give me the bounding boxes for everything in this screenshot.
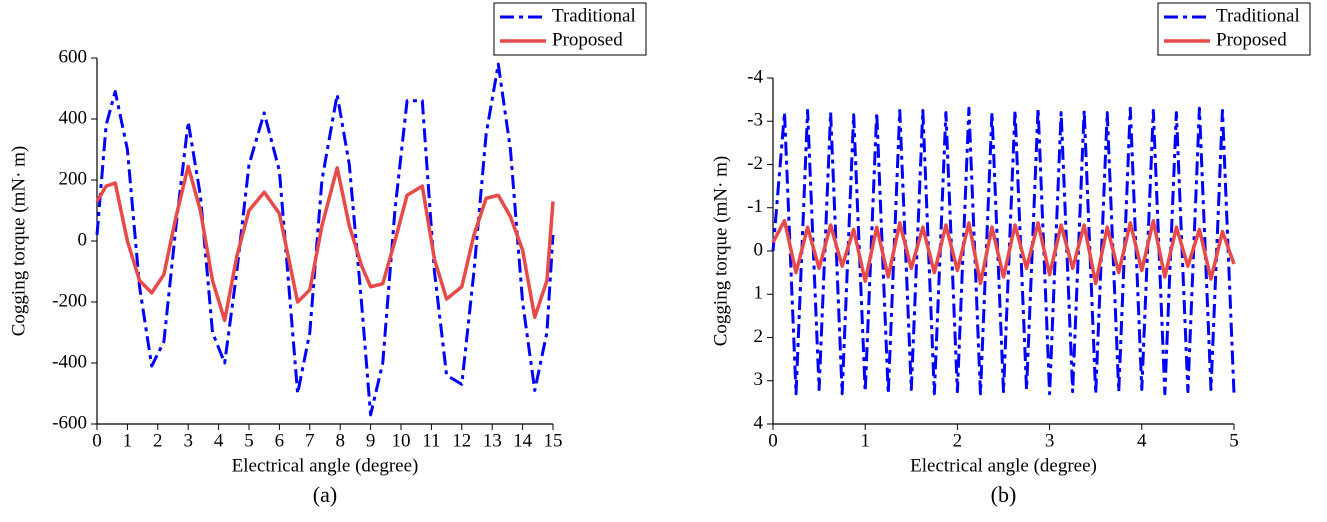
- subplot: 0 1 2 3 4 5 -4 -3 -2 -1 0 1 2 3 4 Electrical angle (deg…: [710, 2, 1311, 507]
- legend-label: Traditional: [1216, 5, 1300, 26]
- x-tick-label: 13: [483, 430, 502, 451]
- legend-box: [493, 2, 647, 56]
- x-tick-label: 8: [335, 430, 345, 451]
- x-tick-label: 1: [860, 430, 870, 451]
- y-axis-label: Cogging torque (mN· m): [710, 156, 731, 347]
- y-tick-label: -4: [747, 66, 763, 87]
- caption: (b): [991, 482, 1017, 507]
- series-line: [95, 164, 555, 323]
- y-tick-label: 600: [59, 46, 88, 67]
- y-tick-label: -1: [747, 196, 763, 217]
- y-axis-label: Cogging torque (mN· m): [8, 146, 29, 337]
- x-tick-label: 12: [452, 430, 471, 451]
- x-tick-label: 9: [366, 430, 376, 451]
- y-tick-label: 1: [754, 283, 764, 304]
- legend-label: Proposed: [552, 29, 623, 50]
- x-tick-label: 4: [1137, 430, 1147, 451]
- x-tick-label: 14: [513, 430, 533, 451]
- series-line: [771, 106, 1236, 396]
- series-line: [95, 62, 555, 417]
- x-tick-label: 7: [305, 430, 315, 451]
- legend-label: Proposed: [1216, 29, 1287, 50]
- y-tick-label: 3: [754, 369, 764, 390]
- x-axis-label: Electrical angle (degree): [232, 455, 419, 476]
- y-tick-label: 0: [754, 239, 764, 260]
- x-tick-label: 11: [422, 430, 440, 451]
- y-tick-label: -600: [52, 412, 87, 433]
- x-tick-label: 4: [214, 430, 224, 451]
- x-tick-label: 15: [544, 430, 563, 451]
- x-tick-label: 0: [768, 430, 778, 451]
- caption: (a): [313, 482, 337, 507]
- y-tick-label: 200: [59, 168, 88, 189]
- legend-label: Traditional: [552, 5, 636, 26]
- y-tick-label: -2: [747, 153, 763, 174]
- y-tick-label: 400: [59, 107, 88, 128]
- series-line: [771, 218, 1236, 286]
- subplot: 0 1 2 3 4 5 6 7 8 9 10 11 12 13 14 15-600-400-200020040…: [8, 2, 647, 507]
- x-tick-label: 2: [153, 430, 163, 451]
- y-tick-label: 4: [754, 412, 764, 433]
- x-tick-label: 5: [1229, 430, 1239, 451]
- x-tick-label: 10: [392, 430, 411, 451]
- legend-box: [1157, 2, 1311, 56]
- x-tick-label: 3: [1045, 430, 1055, 451]
- x-tick-label: 5: [244, 430, 254, 451]
- y-tick-label: -200: [52, 290, 87, 311]
- y-tick-label: 2: [754, 326, 764, 347]
- x-tick-label: 2: [953, 430, 963, 451]
- x-tick-label: 1: [123, 430, 133, 451]
- y-tick-label: -3: [747, 110, 763, 131]
- y-tick-label: -400: [52, 351, 87, 372]
- x-tick-label: 3: [183, 430, 193, 451]
- x-tick-label: 0: [92, 430, 102, 451]
- x-axis-label: Electrical angle (degree): [910, 455, 1097, 476]
- y-tick-label: 0: [78, 229, 88, 250]
- x-tick-label: 6: [275, 430, 285, 451]
